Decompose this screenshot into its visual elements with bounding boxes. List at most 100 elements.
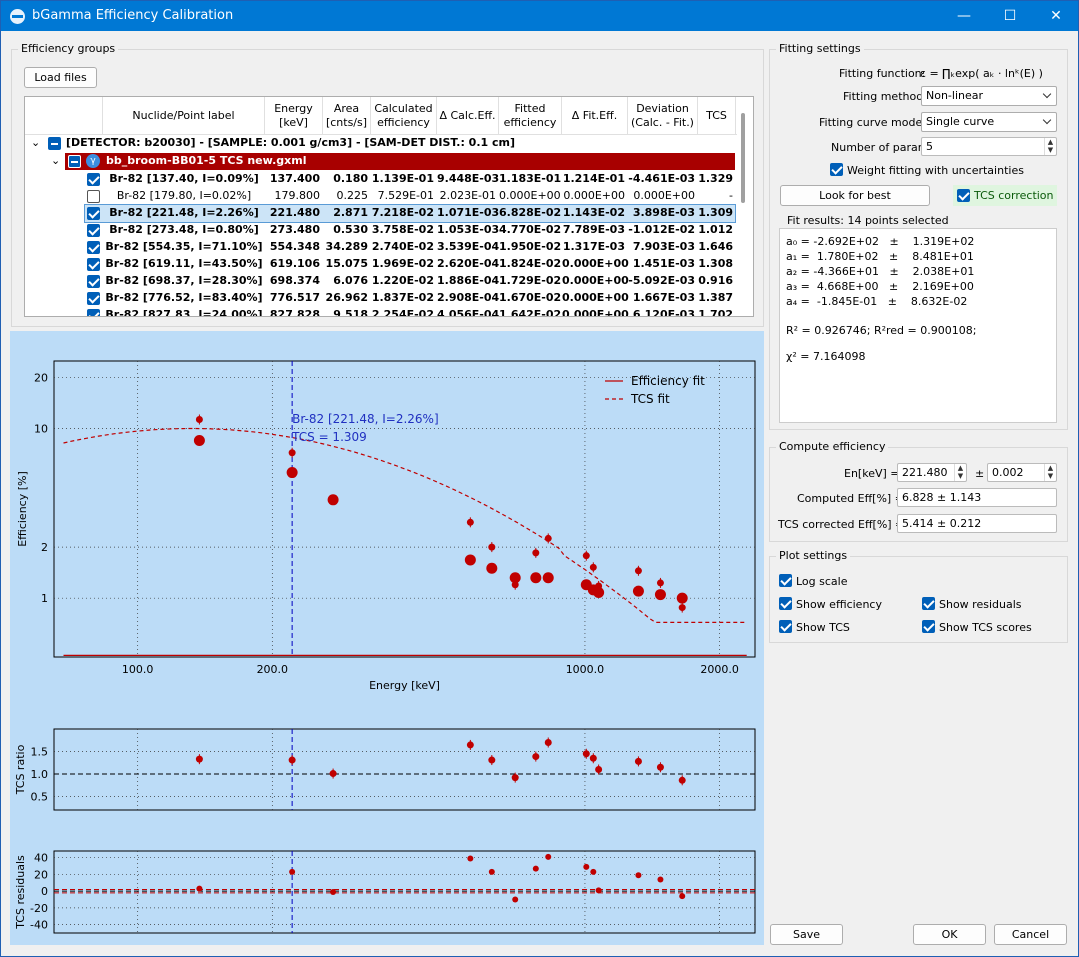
cell-area: 2.871	[333, 206, 368, 219]
col-dcalc[interactable]: Δ Calc.Eff.	[437, 97, 499, 135]
cell-tcs: 0.916	[698, 274, 733, 287]
cell-tcs: 1.012	[698, 223, 733, 236]
energy-uncertainty-value: 0.002	[992, 466, 1024, 479]
save-button[interactable]: Save	[770, 924, 843, 945]
tcs-eff-field: 5.414 ± 0.212	[897, 514, 1057, 533]
table-row[interactable]: Br-82 [179.80, I=0.02%] 179.800 0.225 7.529…	[25, 188, 737, 205]
col-energy[interactable]: Energy [keV]	[265, 97, 323, 135]
tcs-correction-toggle[interactable]: TCS correction	[953, 185, 1057, 206]
cell-dev: 1.451E-03	[632, 257, 695, 270]
cell-dev: -1.012E-02	[628, 223, 695, 236]
tree-scrollbar[interactable]	[741, 113, 745, 203]
log-scale-checkbox[interactable]	[779, 574, 792, 587]
row-checkbox[interactable]	[87, 173, 100, 186]
table-row[interactable]: Br-82 [698.37, I=28.30%] 698.374 6.076 1.22…	[25, 273, 737, 290]
file-row[interactable]: ⌄ γ bb_broom-BB01-5 TCS new.gxml	[51, 153, 735, 170]
tcs-point	[595, 582, 603, 590]
row-checkbox[interactable]	[87, 275, 100, 288]
show-tcs-scores-checkbox[interactable]	[922, 620, 935, 633]
sub-point	[635, 872, 642, 879]
col-tcs[interactable]: TCS	[698, 97, 736, 135]
weight-checkbox[interactable]	[830, 163, 843, 176]
table-row[interactable]: Br-82 [137.40, I=0.09%] 137.400 0.180 1.139…	[25, 171, 737, 188]
table-row[interactable]: Br-82 [619.11, I=43.50%] 619.106 15.075 1.9…	[25, 256, 737, 273]
col-deviation[interactable]: Deviation (Calc. - Fit.)	[628, 97, 698, 135]
energy-uncertainty-input[interactable]: 0.002 ▲ ▼	[987, 463, 1057, 482]
table-row[interactable]: Br-82 [221.48, I=2.26%] 221.480 2.871 7.218…	[84, 204, 736, 223]
load-files-button[interactable]: Load files	[24, 67, 97, 88]
efficiency-tree[interactable]: Nuclide/Point label Energy [keV] Area [c…	[24, 96, 754, 317]
ok-button[interactable]: OK	[913, 924, 986, 945]
detector-row[interactable]: ⌄ [DETECTOR: b20030] - [SAMPLE: 0.001 g/…	[25, 135, 737, 152]
col-dfit[interactable]: Δ Fit.Eff.	[562, 97, 628, 135]
fitting-method-select[interactable]: Non-linear	[921, 86, 1057, 106]
nparams-stepper[interactable]: 5 ▲ ▼	[921, 137, 1057, 156]
row-label: Br-82 [554.35, I=71.10%]	[105, 240, 263, 253]
efficiency-groups-title: Efficiency groups	[18, 42, 119, 55]
expand-icon[interactable]: ⌄	[31, 136, 41, 149]
col-area[interactable]: Area [cnts/s]	[323, 97, 371, 135]
table-row[interactable]: Br-82 [827.83, I=24.00%] 827.828 9.518 2.25…	[25, 307, 737, 317]
col-nuclide[interactable]: Nuclide/Point label	[103, 97, 265, 135]
show-efficiency-checkbox[interactable]	[779, 597, 792, 610]
fitting-settings-panel: Fitting settings	[769, 42, 1068, 430]
curve-model-select[interactable]: Single curve	[921, 112, 1057, 132]
efficiency-point	[654, 589, 666, 601]
chevron-down-icon	[1042, 89, 1052, 99]
row-checkbox[interactable]	[87, 190, 100, 203]
cell-area: 0.180	[333, 172, 368, 185]
cell-dfit: 0.000E+00	[563, 189, 625, 202]
row-checkbox[interactable]	[87, 241, 100, 254]
plot-area: 100.0 200.0 1000.0 2000.0 1 2 10 20 Energy [keV]…	[10, 331, 764, 945]
maximize-button[interactable]: ☐	[1003, 8, 1017, 24]
row-checkbox[interactable]	[87, 258, 100, 271]
tcs-point	[288, 449, 296, 457]
file-checkbox[interactable]	[68, 155, 81, 168]
table-row[interactable]: Br-82 [273.48, I=0.80%] 273.480 0.530 3.758…	[25, 222, 737, 239]
row-checkbox[interactable]	[87, 292, 100, 305]
gamma-icon: γ	[86, 154, 100, 168]
expand-icon[interactable]: ⌄	[51, 154, 61, 167]
row-checkbox[interactable]	[87, 207, 100, 220]
energy-input[interactable]: 221.480 ▲ ▼	[897, 463, 967, 482]
show-residuals-checkbox[interactable]	[922, 597, 935, 610]
cell-fit: 1.824E-02	[499, 257, 562, 270]
sub-point	[466, 741, 474, 749]
minimize-button[interactable]: —	[957, 8, 971, 24]
col-calc-eff[interactable]: Calculated efficiency	[371, 97, 437, 135]
row-checkbox[interactable]	[87, 224, 100, 237]
table-row[interactable]: Br-82 [554.35, I=71.10%] 554.348 34.289 2.7…	[25, 239, 737, 256]
sub-point	[582, 750, 590, 758]
cell-dev: -5.092E-03	[628, 274, 695, 287]
cancel-button[interactable]: Cancel	[994, 924, 1067, 945]
sub-point	[532, 753, 540, 761]
table-row[interactable]: Br-82 [776.52, I=83.40%] 776.517 26.962 1.8…	[25, 290, 737, 307]
row-checkbox[interactable]	[87, 309, 100, 316]
cell-calc: 1.139E-01	[371, 172, 434, 185]
sub-point	[511, 774, 519, 782]
cell-fit: 1.642E-02	[499, 308, 562, 317]
tcs-correction-checkbox[interactable]	[957, 189, 970, 202]
cell-dfit: 0.000E+00	[562, 308, 629, 317]
tcs-point	[532, 549, 540, 557]
spin-icon[interactable]: ▲ ▼	[1044, 464, 1056, 481]
spin-icon[interactable]: ▲ ▼	[954, 464, 966, 481]
cell-dfit: 1.143E-02	[562, 206, 625, 219]
cell-energy: 776.517	[269, 291, 320, 304]
col-fit-eff[interactable]: Fitted efficiency	[499, 97, 562, 135]
y-axis-label: Efficiency [%]	[16, 471, 29, 547]
cell-dcalc: 4.056E-04	[437, 308, 500, 317]
plots-svg[interactable]: 100.0 200.0 1000.0 2000.0 1 2 10 20 Energy [keV]…	[10, 331, 764, 945]
close-button[interactable]: ✕	[1050, 8, 1062, 24]
cell-dfit: 0.000E+00	[562, 257, 629, 270]
log-scale-label: Log scale	[796, 575, 848, 588]
look-for-best-button[interactable]: Look for best	[780, 185, 930, 206]
show-tcs-checkbox[interactable]	[779, 620, 792, 633]
detector-checkbox[interactable]	[48, 137, 61, 150]
sub-point	[288, 756, 296, 764]
spin-icon[interactable]: ▲ ▼	[1044, 138, 1056, 155]
cell-dcalc: 9.448E-03	[437, 172, 500, 185]
y-tick-label: 10	[34, 423, 48, 436]
efficiency-groups-panel: Efficiency groups	[11, 42, 764, 327]
x-tick-label: 100.0	[122, 663, 154, 676]
